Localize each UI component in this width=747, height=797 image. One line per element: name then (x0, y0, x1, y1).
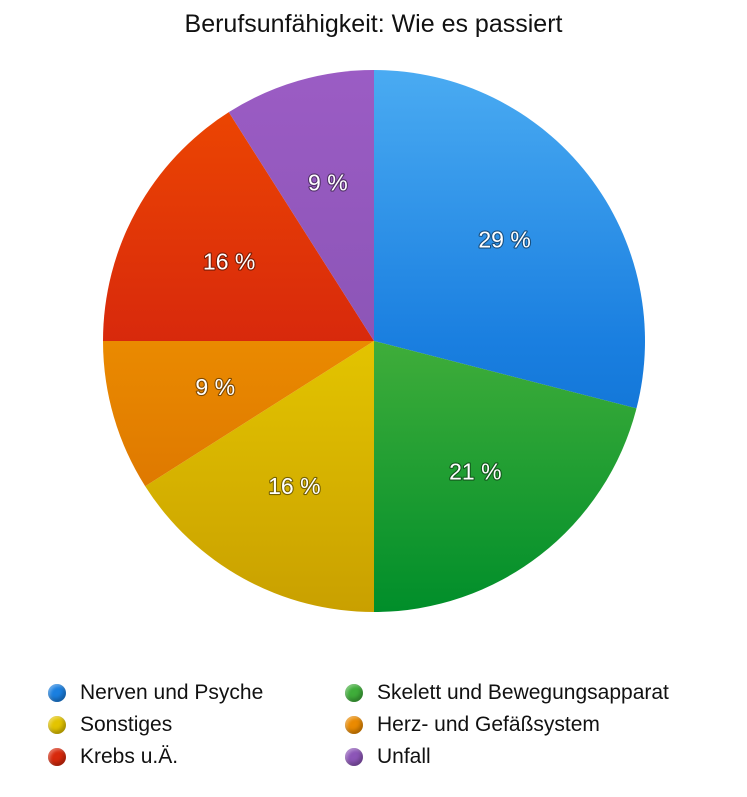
pie-slice-sonstiges (145, 341, 374, 612)
legend-marker (345, 748, 363, 766)
legend-label: Skelett und Bewegungsapparat (377, 681, 669, 704)
slice-value-label-unfall: 9 % (308, 169, 348, 195)
legend-label: Krebs u.Ä. (80, 745, 179, 768)
pie-slice-unfall (228, 70, 374, 341)
pie-slices (103, 70, 645, 612)
legend-item-sonstiges: Sonstiges (48, 710, 172, 740)
chart-title: Berufsunfähigkeit: Wie es passiert (184, 10, 563, 38)
slice-value-label-herz-und-gefaesssystem: 9 % (195, 374, 235, 400)
slice-value-label-skelett-und-bewegungsapparat: 21 % (449, 459, 501, 485)
legend-item-nerven-und-psyche: Nerven und Psyche (48, 678, 263, 708)
pie-slice-skelett-und-bewegungsapparat (374, 341, 637, 612)
legend-label: Herz- und Gefäßsystem (377, 713, 600, 736)
pie-slice-krebs-u-ae (103, 112, 374, 341)
legend-item-unfall: Unfall (345, 742, 431, 772)
legend-marker (48, 716, 66, 734)
legend-marker (48, 684, 66, 702)
legend-item-skelett-und-bewegungsapparat: Skelett und Bewegungsapparat (345, 678, 669, 708)
legend-marker (48, 748, 66, 766)
pie-slice-nerven-und-psyche (374, 70, 645, 409)
pie-value-labels: 29 % 21 % 16 % 9 % 16 % 9 % (194, 168, 532, 500)
legend-label: Nerven und Psyche (80, 681, 264, 704)
legend-marker (345, 684, 363, 702)
legend-label: Unfall (377, 745, 431, 768)
legend-marker (345, 716, 363, 734)
legend-label: Sonstiges (80, 713, 173, 736)
slice-value-label-nerven-und-psyche: 29 % (478, 227, 530, 253)
legend-item-krebs-u-ae: Krebs u.Ä. (48, 742, 178, 772)
legend-item-herz-und-gefaesssystem: Herz- und Gefäßsystem (345, 710, 600, 740)
slice-value-label-sonstiges: 16 % (268, 473, 320, 499)
pie-slice-herz-und-gefaesssystem (103, 341, 374, 487)
slice-value-label-krebs-u-ae: 16 % (203, 248, 255, 274)
